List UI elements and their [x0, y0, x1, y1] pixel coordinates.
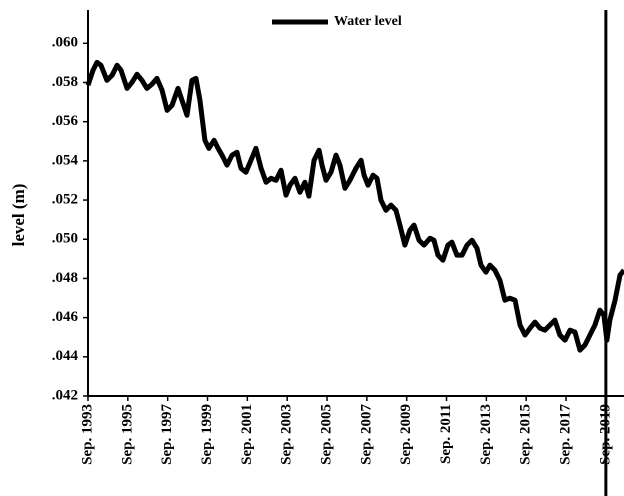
x-tick-label: Sep. 2007: [358, 404, 374, 465]
x-tick-label: Sep. 2001: [239, 404, 255, 465]
x-tick-label: Sep. 2013: [478, 404, 494, 465]
x-tick-label: Sep. 2009: [398, 404, 414, 465]
x-tick-label: Sep. 2003: [279, 404, 295, 465]
y-tick-label: .054: [52, 152, 79, 168]
y-tick-label: .060: [52, 35, 78, 51]
y-tick-label: .042: [52, 387, 78, 403]
x-tick-label: Sep. 2015: [518, 404, 534, 465]
x-tick-label: Sep. 1997: [159, 404, 175, 465]
y-tick-label: .058: [52, 74, 78, 90]
data-line: [85, 59, 624, 353]
y-tick-label: .056: [52, 113, 79, 129]
y-tick-label: .046: [52, 309, 79, 325]
y-axis-title: level (m): [9, 184, 28, 247]
legend-label: Water level: [334, 14, 402, 29]
y-tick-label: .050: [52, 231, 78, 247]
y-tick-label: .052: [52, 191, 78, 207]
y-tick-label: .044: [52, 348, 79, 364]
x-tick-label: Sep. 1999: [199, 404, 215, 465]
x-tick-label: Sep. 1995: [119, 404, 135, 465]
x-tick-label: Sep. 2011: [438, 404, 454, 464]
x-tick-label: Sep. 1993: [79, 404, 95, 465]
x-tick-label: Sep. 2005: [318, 404, 334, 465]
x-tick-label: Sep. 2017: [557, 404, 573, 465]
y-tick-label: .048: [52, 270, 78, 286]
